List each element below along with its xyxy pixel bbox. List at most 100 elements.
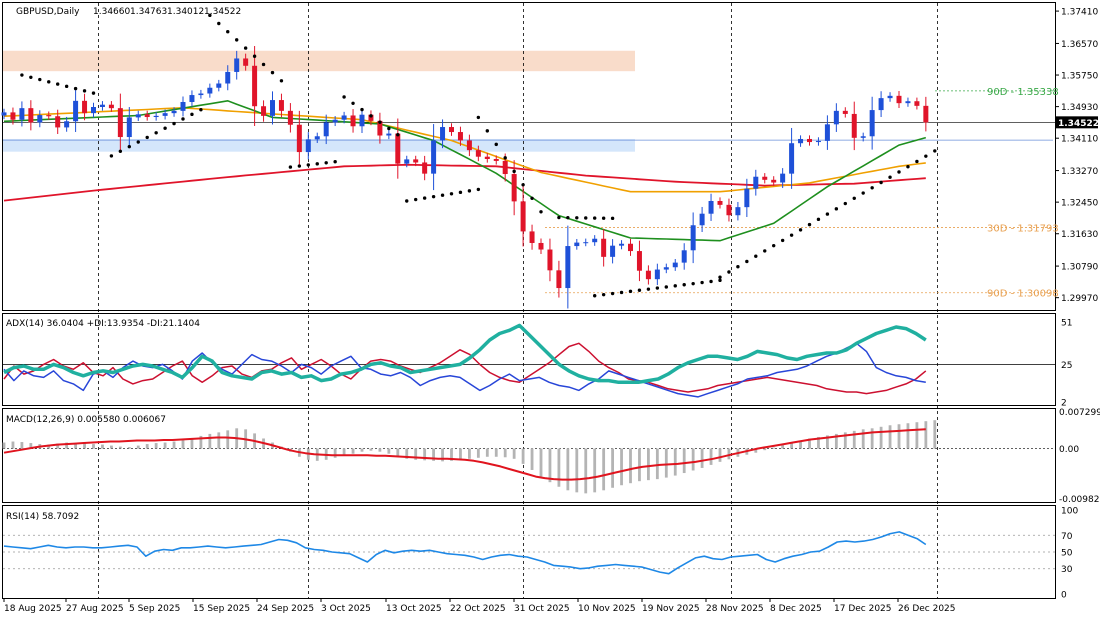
sar-dot bbox=[512, 169, 516, 174]
sar-dot bbox=[861, 191, 865, 195]
candle-bullish bbox=[672, 262, 678, 268]
macd-histogram-bar bbox=[584, 448, 588, 494]
candle-bearish bbox=[117, 108, 123, 138]
rsi-layer: 100 70 50 30 0 bbox=[3, 507, 1078, 600]
sar-dot bbox=[610, 216, 615, 221]
candle-bearish bbox=[28, 108, 34, 123]
candle-bearish bbox=[717, 200, 723, 205]
candle-bearish bbox=[108, 104, 114, 109]
sar-dot bbox=[449, 192, 454, 196]
rsi-line bbox=[3, 531, 927, 575]
candle-bullish bbox=[323, 122, 329, 137]
ohlc-low: 1.34012 bbox=[167, 7, 204, 17]
candle-bullish bbox=[73, 100, 79, 122]
macd-histogram-bar bbox=[387, 448, 391, 454]
sar-dot bbox=[593, 294, 597, 298]
adx-layer: 51 25 2 bbox=[3, 319, 1072, 408]
rsi-tick-label-4: 0 bbox=[1061, 590, 1067, 600]
candle-bearish bbox=[601, 238, 607, 257]
candle-bearish bbox=[529, 231, 535, 243]
sar-dot bbox=[297, 164, 302, 168]
macd-histogram-bar bbox=[432, 448, 435, 461]
sma-red-line bbox=[3, 163, 926, 202]
candle-bearish bbox=[511, 174, 517, 202]
candle-bearish bbox=[538, 242, 544, 250]
parabolic-sar-layer bbox=[20, 13, 937, 298]
date-label-10: 19 Nov 2025 bbox=[642, 604, 700, 614]
macd-histogram-bar bbox=[110, 445, 113, 449]
sar-dot bbox=[843, 201, 847, 206]
candle-bearish bbox=[520, 201, 526, 232]
candle-bullish bbox=[619, 243, 625, 246]
sar-dot bbox=[673, 284, 677, 288]
candle-bearish bbox=[10, 112, 16, 120]
adx-label: ADX(14) 36.0404 +DI:13.9354 -DI:21.1404 bbox=[6, 319, 200, 329]
date-label-8: 31 Oct 2025 bbox=[514, 604, 570, 614]
candle-bearish bbox=[645, 270, 651, 280]
candle-bearish bbox=[252, 65, 258, 107]
macd-histogram-bar bbox=[817, 436, 820, 449]
sar-dot bbox=[888, 175, 892, 179]
candle-bearish bbox=[55, 116, 61, 128]
rsi-pane-frame bbox=[2, 505, 1056, 599]
candle-bullish bbox=[663, 267, 669, 270]
candle-bearish bbox=[261, 106, 267, 116]
sar-dot bbox=[870, 186, 874, 190]
candle-bearish bbox=[807, 138, 812, 143]
macd-histogram-bar bbox=[145, 444, 149, 449]
macd-histogram-bar bbox=[476, 448, 480, 458]
rsi-tick-label-1: 70 bbox=[1061, 532, 1073, 542]
price-pane-frame bbox=[2, 2, 1056, 311]
macd-histogram-bar bbox=[20, 442, 24, 449]
macd-histogram-bar bbox=[575, 448, 579, 493]
sar-dot bbox=[369, 114, 373, 118]
macd-histogram-bar bbox=[799, 440, 802, 449]
candle-bearish bbox=[144, 114, 150, 118]
sar-dot bbox=[655, 286, 660, 290]
macd-histogram-bar bbox=[503, 448, 507, 458]
candle-bullish bbox=[824, 124, 830, 141]
candle-bearish bbox=[243, 58, 249, 66]
macd-histogram-bar bbox=[154, 443, 158, 449]
candle-bullish bbox=[189, 95, 195, 102]
sar-dot bbox=[252, 54, 257, 58]
macd-histogram-bar bbox=[92, 444, 95, 449]
sar-dot bbox=[897, 170, 901, 174]
macd-histogram-bar bbox=[226, 430, 230, 449]
current-price-label: 1.34522 bbox=[1058, 119, 1099, 129]
candle-bullish bbox=[162, 113, 168, 116]
sar-dot bbox=[915, 159, 919, 164]
macd-histogram-bar bbox=[199, 435, 203, 449]
macd-histogram-bar bbox=[530, 448, 534, 470]
adx-tick-label-1: 25 bbox=[1061, 361, 1072, 371]
sar-dot bbox=[279, 79, 284, 83]
candle-bullish bbox=[126, 117, 132, 138]
price-tick-label-5: 1.33270 bbox=[1061, 167, 1098, 177]
macd-histogram-bar bbox=[485, 448, 489, 457]
sar-dot bbox=[136, 140, 140, 144]
sar-dot bbox=[664, 285, 668, 289]
macd-histogram-bar bbox=[664, 448, 668, 478]
candle-bullish bbox=[216, 83, 222, 88]
macd-histogram-bar bbox=[47, 444, 51, 449]
date-label-0: 18 Aug 2025 bbox=[4, 604, 62, 614]
candle-bullish bbox=[225, 71, 231, 84]
candle-bullish bbox=[708, 200, 714, 214]
sar-dot bbox=[745, 259, 749, 264]
sar-dot bbox=[637, 288, 642, 292]
macd-histogram-bar bbox=[638, 448, 641, 482]
sar-dot bbox=[709, 279, 713, 284]
macd-pane-frame bbox=[2, 408, 1056, 503]
candle-bullish bbox=[905, 101, 911, 104]
price-zone-1 bbox=[3, 138, 635, 152]
price-tick-label-1: 1.36570 bbox=[1061, 40, 1098, 50]
macd-histogram-bar bbox=[181, 440, 185, 449]
macd-histogram-bar bbox=[843, 432, 847, 449]
macd-histogram-bar bbox=[763, 448, 767, 451]
sar-dot bbox=[56, 82, 60, 86]
candle-bearish bbox=[449, 127, 454, 133]
sar-dot bbox=[243, 46, 248, 50]
macd-histogram-bar bbox=[333, 448, 337, 458]
sar-dot bbox=[593, 216, 597, 220]
